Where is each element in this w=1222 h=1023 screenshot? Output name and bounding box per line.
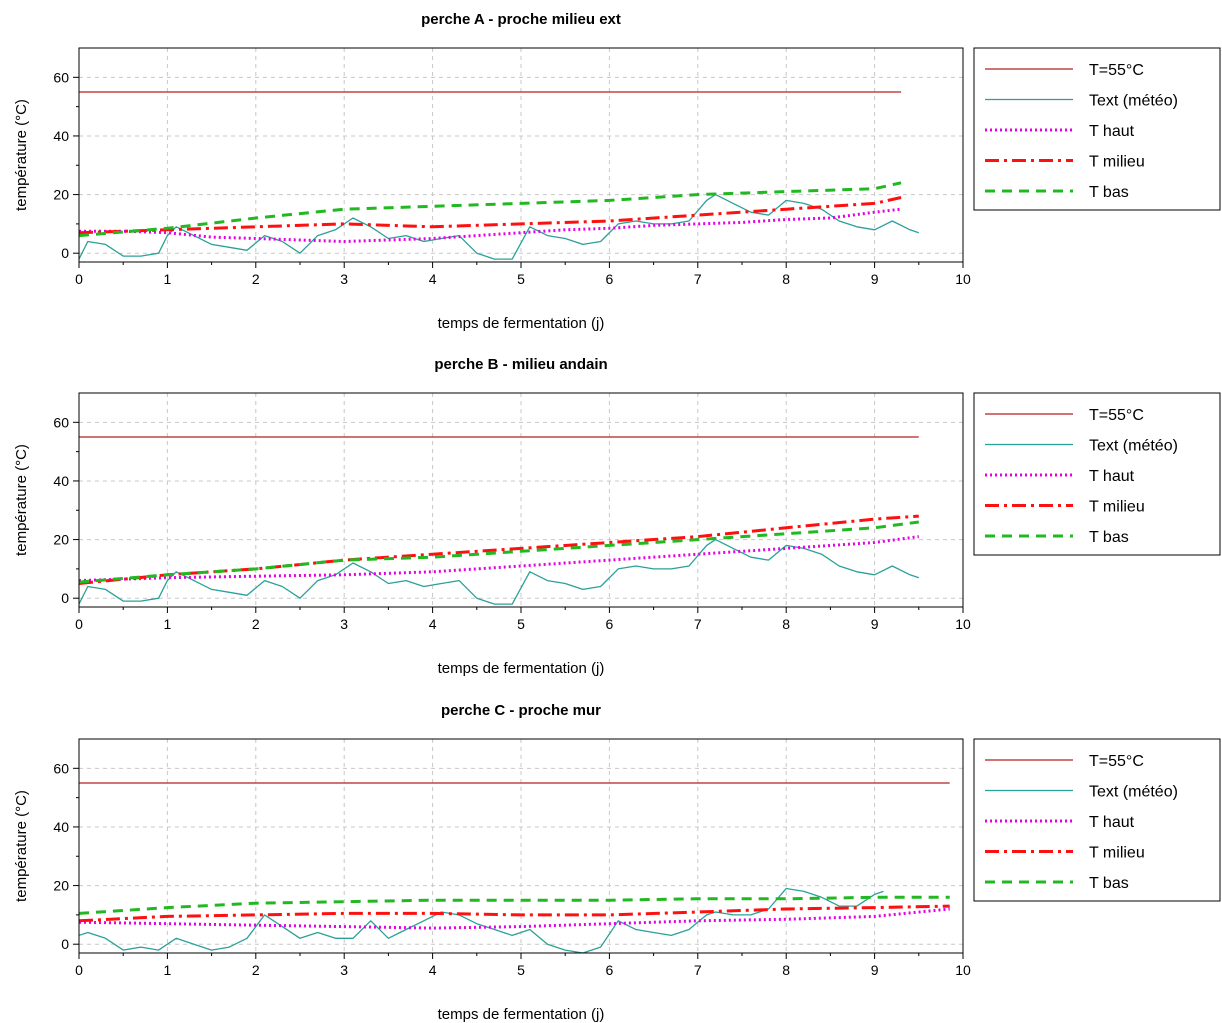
- x-tick-label: 6: [606, 616, 614, 632]
- x-tick-label: 10: [955, 962, 971, 978]
- x-tick-label: 1: [164, 962, 172, 978]
- chart-2: perche C - proche mur 0 1 2 3 4 5 6 7 8 9 10 0 20 40 60…: [13, 702, 1221, 1023]
- series-line-4: [79, 181, 902, 238]
- x-tick-label: 9: [871, 962, 879, 978]
- legend: T=55°C Text (météo) T haut T milieu T bas: [973, 47, 1221, 211]
- y-tick-label: 0: [61, 245, 69, 261]
- legend-label-4: T bas: [1089, 875, 1129, 892]
- legend-label-2: T haut: [1089, 468, 1135, 485]
- series-line-1: [79, 193, 920, 260]
- legend-label-1: Text (météo): [1089, 93, 1178, 110]
- y-tick-label: 60: [53, 414, 69, 430]
- y-axis-label: température (°C): [13, 444, 30, 556]
- y-tick-label: 0: [61, 590, 69, 606]
- grid: [79, 48, 963, 262]
- x-tick-label: 1: [164, 616, 172, 632]
- series-group: [79, 782, 950, 953]
- series-group: [79, 436, 920, 605]
- y-tick-label: 60: [53, 69, 69, 85]
- y-tick-label: 40: [53, 473, 69, 489]
- series-line-2: [79, 907, 950, 930]
- series-line-2: [79, 207, 902, 243]
- y-tick-label: 0: [61, 936, 69, 952]
- series-line-2: [79, 535, 919, 583]
- legend-label-0: T=55°C: [1089, 753, 1144, 770]
- legend: T=55°C Text (météo) T haut T milieu T bas: [973, 738, 1221, 902]
- x-tick-label: 10: [955, 616, 971, 632]
- legend-label-3: T milieu: [1089, 845, 1145, 862]
- x-axis-label: temps de fermentation (j): [438, 1006, 605, 1023]
- x-axis-label: temps de fermentation (j): [438, 315, 605, 332]
- chart-1: perche B - milieu andain 0 1 2 3 4 5 6 7 8 9 10 0 20 4…: [13, 356, 1221, 677]
- y-axis-label: température (°C): [13, 790, 30, 902]
- x-tick-label: 2: [252, 616, 260, 632]
- grid: [79, 739, 963, 953]
- legend-label-0: T=55°C: [1089, 62, 1144, 79]
- x-tick-label: 2: [252, 271, 260, 287]
- legend-label-2: T haut: [1089, 814, 1135, 831]
- x-tick-label: 3: [340, 271, 348, 287]
- x-tick-label: 2: [252, 962, 260, 978]
- x-tick-label: 4: [429, 616, 437, 632]
- x-tick-label: 6: [606, 962, 614, 978]
- chart-title: perche B - milieu andain: [434, 356, 607, 373]
- y-tick-label: 40: [53, 819, 69, 835]
- series-line-4: [79, 520, 919, 584]
- x-tick-label: 10: [955, 271, 971, 287]
- x-tick-label: 5: [517, 962, 525, 978]
- legend-label-2: T haut: [1089, 123, 1135, 140]
- x-tick-label: 8: [782, 962, 790, 978]
- chart-0: perche A - proche milieu ext 0 1 2 3 4 5 6 7 8 9 10…: [13, 11, 1221, 332]
- legend-label-4: T bas: [1089, 184, 1129, 201]
- x-tick-label: 4: [429, 962, 437, 978]
- x-tick-label: 4: [429, 271, 437, 287]
- series-line-1: [79, 887, 884, 953]
- y-tick-label: 20: [53, 187, 69, 203]
- x-tick-label: 5: [517, 616, 525, 632]
- legend-label-4: T bas: [1089, 529, 1129, 546]
- x-tick-label: 1: [164, 271, 172, 287]
- y-tick-label: 20: [53, 532, 69, 548]
- series-line-1: [79, 538, 920, 605]
- y-tick-label: 40: [53, 128, 69, 144]
- x-tick-label: 7: [694, 616, 702, 632]
- legend-label-1: Text (météo): [1089, 784, 1178, 801]
- legend-label-3: T milieu: [1089, 499, 1145, 516]
- x-tick-label: 8: [782, 271, 790, 287]
- legend: T=55°C Text (météo) T haut T milieu T bas: [973, 392, 1221, 556]
- series-line-3: [79, 514, 919, 585]
- series-line-4: [79, 895, 950, 915]
- x-tick-label: 3: [340, 962, 348, 978]
- chart-title: perche C - proche mur: [441, 702, 601, 719]
- x-tick-label: 7: [694, 271, 702, 287]
- series-line-3: [79, 904, 950, 923]
- x-tick-label: 0: [75, 271, 83, 287]
- y-tick-label: 20: [53, 878, 69, 894]
- x-tick-label: 9: [871, 616, 879, 632]
- x-tick-label: 6: [606, 271, 614, 287]
- x-tick-label: 0: [75, 616, 83, 632]
- x-axis-label: temps de fermentation (j): [438, 660, 605, 677]
- series-group: [79, 91, 920, 260]
- legend-label-0: T=55°C: [1089, 407, 1144, 424]
- legend-label-3: T milieu: [1089, 154, 1145, 171]
- series-line-3: [79, 196, 902, 235]
- x-tick-label: 8: [782, 616, 790, 632]
- y-tick-label: 60: [53, 760, 69, 776]
- x-tick-label: 3: [340, 616, 348, 632]
- grid: [79, 393, 963, 607]
- chart-title: perche A - proche milieu ext: [421, 11, 621, 28]
- x-tick-label: 0: [75, 962, 83, 978]
- x-tick-label: 7: [694, 962, 702, 978]
- x-tick-label: 9: [871, 271, 879, 287]
- legend-label-1: Text (météo): [1089, 438, 1178, 455]
- x-tick-label: 5: [517, 271, 525, 287]
- y-axis-label: température (°C): [13, 99, 30, 211]
